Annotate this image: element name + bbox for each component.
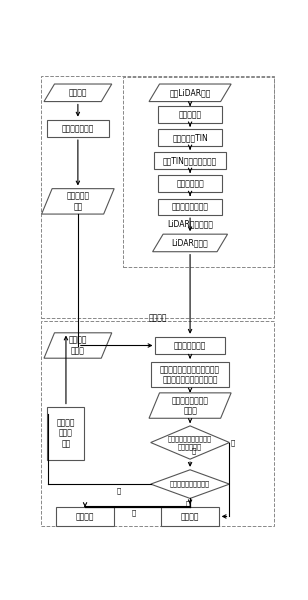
Text: 配准成功: 配准成功: [181, 512, 199, 521]
Text: 是: 是: [132, 509, 136, 516]
Text: 是: 是: [185, 501, 190, 508]
Text: 否: 否: [191, 448, 196, 454]
Bar: [56, 507, 114, 526]
Bar: [158, 129, 222, 146]
Polygon shape: [151, 470, 229, 499]
Text: 影像外方
位元素: 影像外方 位元素: [69, 336, 87, 355]
Text: 同名角特征匹配: 同名角特征匹配: [174, 341, 206, 350]
Polygon shape: [152, 234, 228, 252]
Bar: [123, 77, 274, 267]
Text: 影像直线段
特征: 影像直线段 特征: [66, 191, 89, 211]
Text: LiDAR角特征提取: LiDAR角特征提取: [167, 219, 213, 228]
Bar: [41, 76, 274, 318]
Text: 迭代次数达到限差否？: 迭代次数达到限差否？: [170, 481, 210, 487]
Text: 同名角特征的角点作为控制点
进行影像光束法区域网平差: 同名角特征的角点作为控制点 进行影像光束法区域网平差: [160, 365, 220, 385]
Text: LiDAR角特征: LiDAR角特征: [172, 238, 209, 247]
Text: 影像直线段提取: 影像直线段提取: [62, 124, 94, 133]
Polygon shape: [44, 333, 112, 358]
Text: 提取建筑物角特征: 提取建筑物角特征: [172, 202, 209, 211]
Text: 是: 是: [230, 439, 234, 446]
Bar: [154, 152, 226, 169]
Polygon shape: [149, 84, 231, 101]
Polygon shape: [44, 84, 112, 101]
Polygon shape: [42, 188, 114, 214]
Text: 更新影像
外方位
元素: 更新影像 外方位 元素: [57, 418, 75, 448]
Bar: [156, 337, 225, 354]
Text: 外方位元素角元素改正数
小于限差否？: 外方位元素角元素改正数 小于限差否？: [168, 436, 212, 449]
Bar: [158, 106, 222, 123]
Text: 将点云构建TIN: 将点云构建TIN: [172, 133, 208, 142]
Text: 原始LiDAR点云: 原始LiDAR点云: [169, 88, 211, 97]
Bar: [151, 362, 229, 388]
Text: 特征提取: 特征提取: [148, 313, 167, 322]
Bar: [161, 507, 219, 526]
Polygon shape: [151, 426, 229, 459]
Text: 特征线规则化: 特征线规则化: [176, 179, 204, 188]
Text: 基于TIN提取点云特征线: 基于TIN提取点云特征线: [163, 156, 217, 165]
Text: 点云预处理: 点云预处理: [179, 110, 202, 119]
Text: 改正后的影像外方
位元素: 改正后的影像外方 位元素: [172, 396, 209, 415]
Bar: [158, 199, 222, 215]
Bar: [41, 320, 274, 526]
Text: 否: 否: [117, 488, 121, 494]
Text: 航空影像: 航空影像: [69, 88, 87, 97]
Bar: [47, 119, 109, 137]
Text: 配准失败: 配准失败: [76, 512, 94, 521]
Bar: [47, 407, 84, 460]
Polygon shape: [149, 393, 231, 418]
Bar: [158, 175, 222, 192]
